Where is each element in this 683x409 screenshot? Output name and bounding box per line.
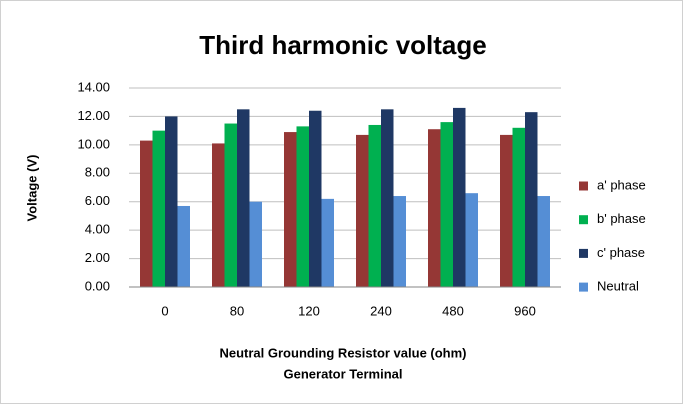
y-tick-label: 0.00 — [85, 278, 110, 293]
legend-label: b' phase — [597, 211, 646, 226]
bar — [177, 205, 190, 287]
bar — [212, 143, 225, 287]
x-tick-label: 240 — [370, 303, 392, 318]
y-tick-label: 4.00 — [85, 222, 110, 237]
legend-swatch — [579, 282, 588, 292]
bar — [224, 123, 237, 288]
legend-swatch — [579, 215, 588, 225]
bar — [512, 127, 525, 287]
x-tick-label: 0 — [161, 303, 168, 318]
legend-label: c' phase — [597, 245, 645, 260]
bar — [428, 129, 441, 287]
bar — [249, 201, 262, 287]
bar — [321, 198, 334, 287]
bar — [500, 134, 513, 287]
y-tick-label: 14.00 — [77, 79, 110, 94]
x-tick-label: 480 — [442, 303, 464, 318]
x-tick-label: 120 — [298, 303, 320, 318]
bar — [296, 126, 309, 287]
x-axis-label: Generator Terminal — [284, 366, 403, 381]
bar — [356, 134, 369, 287]
legend-swatch — [579, 248, 588, 258]
bar — [284, 132, 297, 287]
bar — [140, 140, 153, 287]
y-tick-label: 12.00 — [77, 108, 110, 123]
x-tick-label: 960 — [514, 303, 536, 318]
bar — [381, 109, 394, 287]
bar — [453, 107, 466, 288]
y-tick-label: 10.00 — [77, 136, 110, 151]
y-tick-label: 2.00 — [85, 250, 110, 265]
y-tick-label: 6.00 — [85, 193, 110, 208]
bar — [465, 193, 478, 287]
bar — [152, 130, 165, 287]
legend-label: a' phase — [597, 177, 646, 192]
bar — [309, 110, 322, 287]
bar — [165, 116, 178, 287]
x-tick-label: 80 — [230, 303, 244, 318]
legend-swatch — [579, 181, 588, 191]
y-tick-label: 8.00 — [85, 165, 110, 180]
y-axis-label: Voltage (V) — [24, 155, 39, 222]
x-axis-label: Neutral Grounding Resistor value (ohm) — [219, 345, 466, 360]
bar — [237, 109, 250, 287]
legend-label: Neutral — [597, 279, 639, 294]
bar — [525, 112, 538, 288]
bar — [393, 196, 406, 287]
bar — [440, 122, 453, 287]
bar — [368, 124, 381, 287]
bar — [537, 196, 550, 287]
chart-title: Third harmonic voltage — [199, 30, 487, 60]
